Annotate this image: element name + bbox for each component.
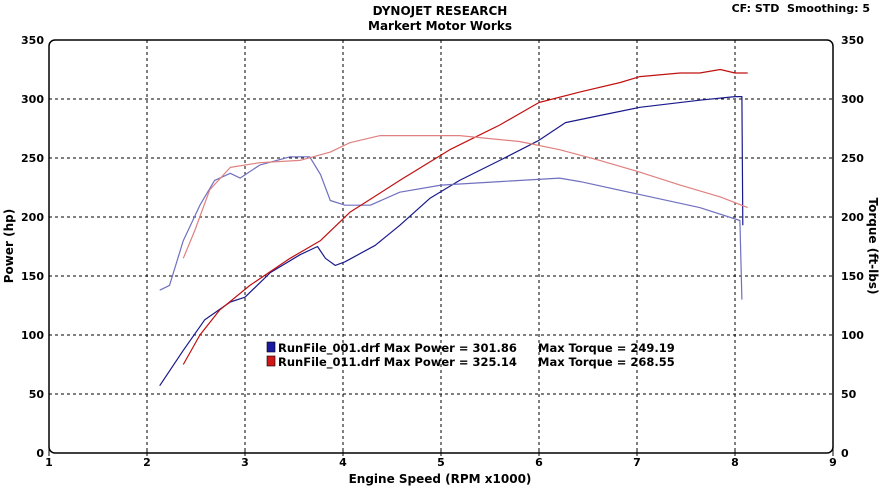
x-tick-label: 4 (339, 456, 347, 469)
legend-torque-1: Max Torque = 249.19 (538, 341, 675, 355)
runfile-011-drf-power-line (182, 68, 748, 365)
y2-tick-label: 50 (841, 388, 857, 401)
legend-torque-2: Max Torque = 268.55 (538, 355, 675, 369)
y-tick-label: 150 (21, 270, 44, 283)
x-tick-label: 1 (45, 456, 53, 469)
runfile-001-drf-power-line (159, 95, 744, 387)
y2-tick-label: 350 (841, 34, 864, 47)
runfile-011-drf-torque-line (182, 135, 748, 259)
plot-frame (48, 39, 834, 454)
legend-swatch-red (266, 355, 276, 367)
legend-label-2: RunFile_011.drf Max Power = 325.14 (278, 355, 517, 370)
chart-subtitle: Markert Motor Works (368, 19, 512, 33)
x-tick-label: 3 (241, 456, 249, 469)
x-tick-label: 9 (829, 456, 837, 469)
y-tick-label: 250 (21, 152, 44, 165)
legend: RunFile_001.drf Max Power = 301.86 Max T… (266, 341, 675, 370)
y-tick-label: 350 (21, 34, 44, 47)
chart-title: DYNOJET RESEARCH (373, 4, 508, 18)
x-axis-label: Engine Speed (RPM x1000) (349, 472, 532, 486)
x-tick-label: 8 (731, 456, 739, 469)
x-tick-label: 7 (633, 456, 641, 469)
legend-swatch-blue (266, 341, 276, 353)
x-tick-label: 6 (535, 456, 543, 469)
x-tick-label: 2 (143, 456, 151, 469)
runfile-001-drf-torque-line (159, 156, 743, 300)
y-tick-label: 0 (36, 447, 44, 460)
y-tick-label: 50 (29, 388, 45, 401)
y2-tick-label: 300 (841, 93, 864, 106)
grid (48, 40, 834, 456)
y-tick-label: 100 (21, 329, 44, 342)
settings-label: CF: STD Smoothing: 5 (732, 2, 870, 15)
legend-label-1: RunFile_001.drf Max Power = 301.86 (278, 341, 517, 356)
y2-tick-label: 250 (841, 152, 864, 165)
y2-tick-label: 100 (841, 329, 864, 342)
x-tick-label: 5 (437, 456, 445, 469)
y-axis-label: Power (hp) (2, 209, 16, 283)
y-tick-label: 200 (21, 211, 44, 224)
y2-axis-label: Torque (ft-lbs) (866, 198, 880, 295)
y-tick-label: 300 (21, 93, 44, 106)
series-lines (159, 68, 748, 387)
y2-tick-label: 0 (841, 447, 849, 460)
y2-tick-label: 200 (841, 211, 864, 224)
y2-tick-label: 150 (841, 270, 864, 283)
